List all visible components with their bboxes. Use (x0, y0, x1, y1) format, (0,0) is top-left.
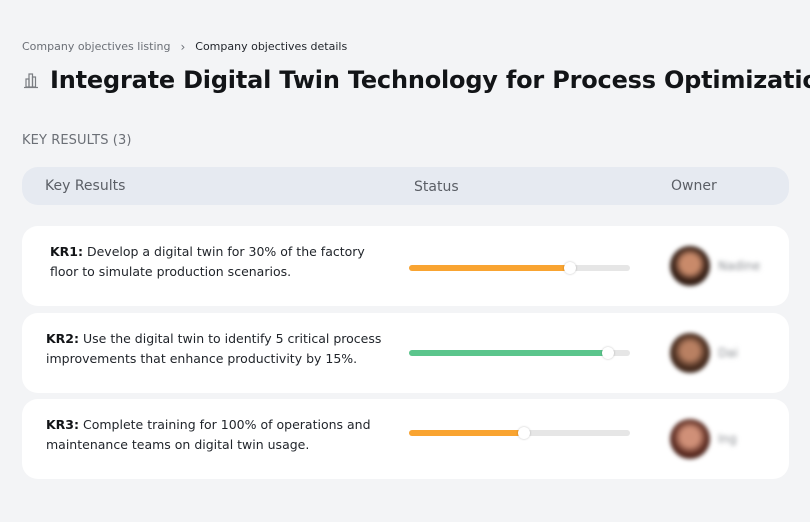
progress-slider[interactable] (409, 427, 630, 439)
key-result-text: Use the digital twin to identify 5 criti… (46, 331, 382, 366)
key-result-code: KR1: (50, 244, 84, 259)
building-chart-icon (22, 71, 40, 89)
owner-name: Nadine (718, 259, 761, 273)
avatar (670, 333, 710, 373)
progress-slider[interactable] (409, 262, 630, 274)
key-result-code: KR2: (46, 331, 80, 346)
page-title: Integrate Digital Twin Technology for Pr… (50, 66, 810, 94)
key-result-row[interactable]: KR3: Complete training for 100% of opera… (22, 399, 789, 479)
owner-name: Dai (718, 346, 738, 360)
owner: Nadine (670, 246, 760, 286)
key-result-description: KR1: Develop a digital twin for 30% of t… (50, 242, 380, 282)
owner: Dai (670, 333, 738, 373)
avatar (670, 246, 710, 286)
key-result-description: KR3: Complete training for 100% of opera… (46, 415, 376, 455)
column-header-owner: Owner (671, 178, 717, 194)
column-header-key-results: Key Results (45, 178, 126, 194)
title-row: Integrate Digital Twin Technology for Pr… (22, 66, 810, 94)
key-result-row[interactable]: KR1: Develop a digital twin for 30% of t… (22, 226, 789, 306)
key-result-row[interactable]: KR2: Use the digital twin to identify 5 … (22, 313, 789, 393)
key-result-description: KR2: Use the digital twin to identify 5 … (46, 329, 386, 369)
column-header-status: Status (414, 179, 459, 195)
key-result-code: KR3: (46, 417, 80, 432)
progress-fill (409, 430, 524, 436)
key-result-text: Develop a digital twin for 30% of the fa… (50, 244, 365, 279)
progress-slider[interactable] (409, 347, 630, 359)
progress-fill (409, 265, 571, 271)
avatar (670, 419, 710, 459)
breadcrumb-link-objectives-listing[interactable]: Company objectives listing (22, 40, 171, 53)
owner-name: Ing (718, 432, 737, 446)
owner: Ing (670, 419, 737, 459)
breadcrumb-current-objectives-details: Company objectives details (195, 40, 348, 53)
key-result-text: Complete training for 100% of operations… (46, 417, 371, 452)
key-results-table-header: Key Results Status Owner (22, 167, 789, 205)
key-results-count-label: KEY RESULTS (3) (22, 133, 132, 148)
chevron-right-icon: › (180, 40, 186, 54)
progress-thumb[interactable] (601, 347, 614, 359)
progress-thumb[interactable] (564, 262, 577, 274)
breadcrumb: Company objectives listing › Company obj… (22, 40, 347, 54)
progress-thumb[interactable] (517, 427, 530, 439)
progress-fill (409, 350, 608, 356)
